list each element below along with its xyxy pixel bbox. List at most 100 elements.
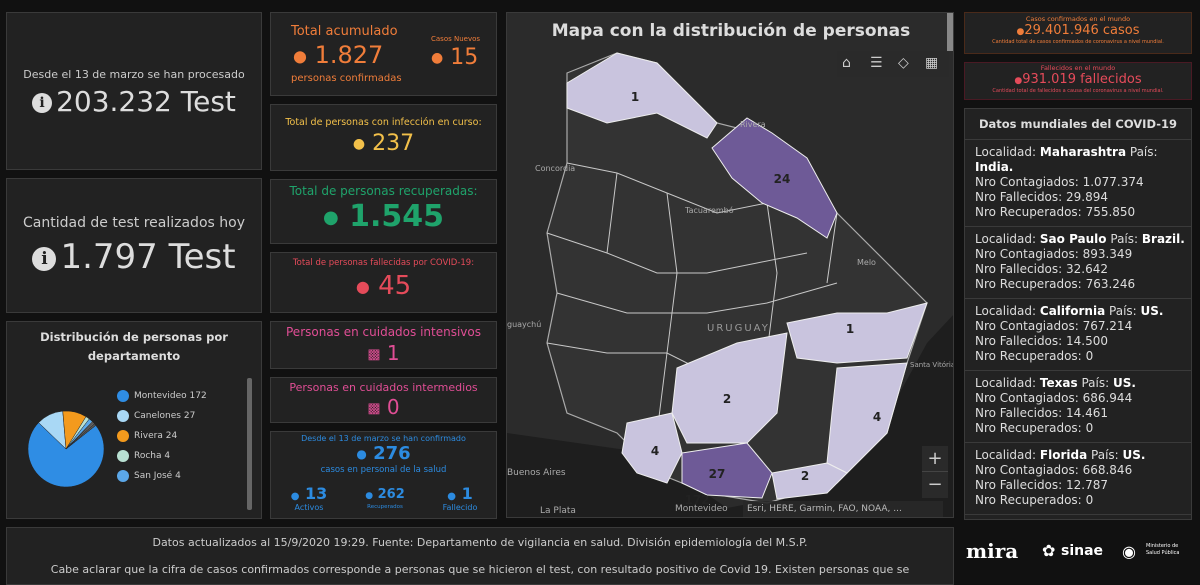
record-localidad: Texas [1039, 376, 1078, 390]
legend-label: Montevideo [134, 391, 187, 401]
map-attribution[interactable]: Esri, HERE, Garmin, FAO, NOAA, ... [743, 501, 943, 517]
lbl: Nro Contagiados: [975, 391, 1079, 405]
record-fallecidos: 12.787 [1066, 478, 1109, 492]
map-count[interactable]: 4 [651, 444, 659, 458]
world-record[interactable]: Localidad: País: South Africa.Nro Contag… [965, 515, 1191, 519]
total-acumulado-panel: Total acumulado ● 1.827 personas confirm… [270, 12, 497, 96]
map-count[interactable]: 2 [801, 469, 809, 483]
person-icon: ● [365, 491, 374, 501]
map-count[interactable]: 172 [684, 493, 709, 507]
legend-item[interactable]: San José 4 [117, 466, 207, 486]
world-list-title: Datos mundiales del COVID-19 [978, 117, 1178, 131]
info-icon: ● [1016, 27, 1025, 37]
salud-header: Desde el 13 de marzo se han confirmado [301, 434, 466, 443]
lbl: Nro Fallecidos: [975, 406, 1063, 420]
person-icon: ● [356, 447, 367, 461]
zoom-in-button[interactable]: + [922, 446, 948, 472]
pie-chart[interactable] [21, 404, 111, 494]
map-count[interactable]: 27 [709, 467, 726, 481]
bed-icon: ▩ [367, 346, 381, 363]
map-count[interactable]: 1 [846, 322, 854, 336]
msp-logo-icon: ◉ [1122, 542, 1136, 561]
pie-slice-flores[interactable] [65, 423, 97, 450]
basemap-icon[interactable]: ▦ [925, 55, 939, 71]
tests-total-label: Desde el 13 de marzo se han procesado [23, 68, 245, 81]
footer-panel: Datos actualizados al 15/9/2020 19:29. F… [6, 527, 954, 585]
record-recuperados: 0 [1085, 349, 1094, 363]
record-recuperados: 0 [1085, 493, 1094, 507]
map-place: guaychú [507, 320, 541, 329]
legend-value: 27 [183, 411, 196, 421]
footer-line1: Datos actualizados al 15/9/2020 19:29. F… [152, 536, 808, 549]
legend-value: 4 [164, 451, 171, 461]
map-count[interactable]: 2 [723, 392, 731, 406]
map-count[interactable]: 24 [774, 172, 791, 186]
home-icon[interactable]: ⌂ [842, 55, 851, 71]
legend-swatch [117, 469, 129, 482]
salud-recuperados-label: Recuperados [367, 504, 403, 510]
world-record[interactable]: Localidad: California País: US. Nro Conta… [965, 299, 1191, 371]
lbl: Nro Contagiados: [975, 175, 1079, 189]
intermedios-panel: Personas en cuidados intermedios ▩ 0 [270, 377, 497, 423]
uruguay-map[interactable]: 1 24 1 2 4 4 27 2 172 Rivera Concordia T… [507, 13, 954, 518]
world-cases-header: Casos confirmados en el mundo [1025, 15, 1131, 23]
world-list-panel[interactable]: Datos mundiales del COVID-19 Localidad: … [964, 108, 1192, 520]
legend-label: San José [134, 471, 173, 481]
mira-logo: mira [966, 539, 1019, 563]
legend-swatch [117, 449, 129, 462]
msp-logo: Ministerio de Salud Pública [1146, 543, 1180, 556]
record-fallecidos: 14.500 [1066, 334, 1109, 348]
salud-recuperados-value: 262 [377, 487, 405, 502]
map-panel[interactable]: 1 24 1 2 4 4 27 2 172 Rivera Concordia T… [506, 12, 954, 518]
tests-today-value: 1.797 Test [60, 237, 236, 277]
map-place: Santa Vitória do Palmar [910, 361, 954, 369]
intermedios-value: 0 [386, 395, 400, 419]
pie-slice-montevideo[interactable] [27, 422, 105, 488]
map-place: Rivera [740, 120, 766, 129]
world-deaths-value: 931.019 fallecidos [1022, 72, 1142, 87]
world-record[interactable]: Localidad: Maharashtra País: India. Nro C… [965, 140, 1191, 227]
map-scrollbar[interactable] [947, 13, 953, 51]
footer-logos: mira ✿ sinae ◉ Ministerio de Salud Públi… [964, 535, 1192, 575]
lbl: Localidad: [975, 304, 1037, 318]
casos-nuevos-label: Casos Nuevos [431, 35, 481, 43]
lbl: Nro Recuperados: [975, 493, 1082, 507]
lbl: Nro Contagiados: [975, 319, 1079, 333]
recuperadas-panel: Total de personas recuperadas: ● 1.545 [270, 179, 497, 244]
sinae-logo-icon: ✿ [1042, 541, 1056, 560]
map-count[interactable]: 1 [631, 90, 639, 104]
legend-item[interactable]: Canelones 27 [117, 406, 207, 426]
record-localidad: Florida [1039, 448, 1088, 462]
legend-scrollbar[interactable] [247, 378, 252, 510]
world-record[interactable]: Localidad: Sao Paulo País: Brazil. Nro Co… [965, 227, 1191, 299]
record-recuperados: 755.850 [1085, 205, 1136, 219]
world-records: Localidad: Maharashtra País: India. Nro C… [965, 139, 1191, 519]
lbl: Localidad: [975, 145, 1037, 159]
lbl: Nro Fallecidos: [975, 262, 1063, 276]
legend-item[interactable]: Rivera 24 [117, 426, 207, 446]
distribution-title: Distribución de personas por departament… [40, 330, 228, 363]
legend-swatch [117, 409, 129, 422]
record-localidad: Sao Paulo [1039, 232, 1107, 246]
person-icon: ● [293, 46, 307, 66]
person-icon: ● [290, 491, 300, 502]
record-localidad: Maharashtra [1039, 145, 1127, 159]
map-place: Montevideo [675, 504, 728, 514]
lbl: País: [1129, 145, 1158, 159]
world-cases-value: 29.401.946 casos [1024, 23, 1140, 38]
world-record[interactable]: Localidad: Texas País: US. Nro Contagiado… [965, 371, 1191, 443]
world-record[interactable]: Localidad: Florida País: US. Nro Contagia… [965, 443, 1191, 515]
legend-item[interactable]: Rocha 4 [117, 446, 207, 466]
map-count[interactable]: 4 [873, 410, 881, 424]
tests-today-panel: Cantidad de test realizados hoy i 1.797 T… [6, 178, 262, 313]
legend-item[interactable]: Montevideo 172 [117, 386, 207, 406]
zoom-out-button[interactable]: − [922, 472, 948, 498]
lbl: Nro Recuperados: [975, 421, 1082, 435]
lbl: País: [1110, 232, 1139, 246]
lbl: Nro Fallecidos: [975, 334, 1063, 348]
salud-value: 276 [373, 443, 411, 464]
legend-icon[interactable]: ☰ [870, 55, 883, 71]
layers-icon[interactable]: ◇ [898, 55, 909, 71]
en-curso-value: 237 [372, 131, 415, 156]
lbl: Nro Recuperados: [975, 277, 1082, 291]
